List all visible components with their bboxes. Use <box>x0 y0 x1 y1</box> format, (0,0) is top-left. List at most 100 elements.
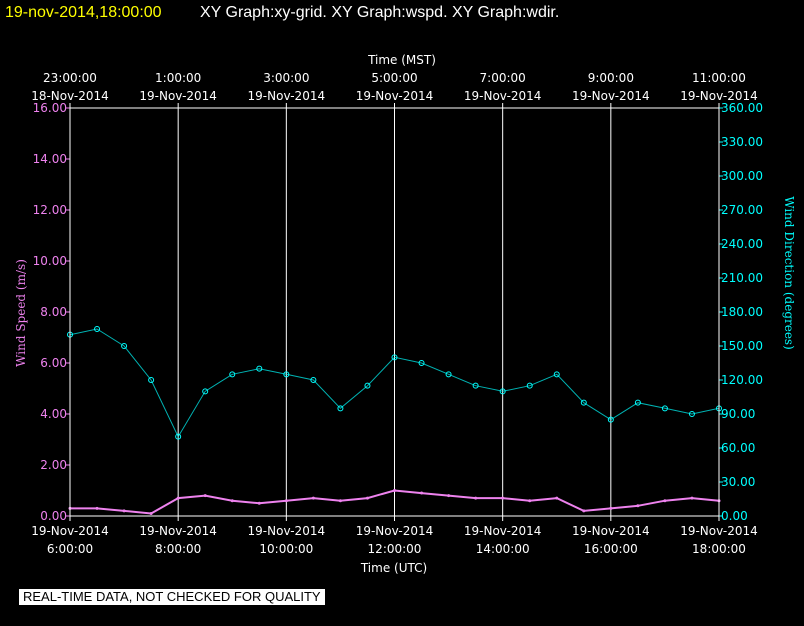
wind-direction-point <box>175 433 182 440</box>
wind-direction-point <box>256 365 263 372</box>
left-axis-title: Wind Speed (m/s) <box>14 259 28 367</box>
wind-speed-point <box>95 506 99 510</box>
top-tick-date: 19-Nov-2014 <box>572 89 650 103</box>
left-tick-label: 6.00 <box>40 356 67 370</box>
bottom-tick-date: 19-Nov-2014 <box>31 524 109 538</box>
wind-speed-point <box>122 509 126 513</box>
wind-direction-point <box>580 399 587 406</box>
wind-speed-point <box>230 499 234 503</box>
wind-speed-point <box>284 499 288 503</box>
wind-speed-point <box>365 496 369 500</box>
wind-speed-point <box>609 506 613 510</box>
wind-speed-point <box>501 496 505 500</box>
wind-direction-point <box>472 382 479 389</box>
top-tick-time: 11:00:00 <box>692 71 746 85</box>
wind-speed-point <box>663 499 667 503</box>
wind-direction-point <box>607 416 614 423</box>
wind-direction-point <box>526 382 533 389</box>
top-tick-time: 1:00:00 <box>155 71 201 85</box>
bottom-tick-time: 6:00:00 <box>47 542 93 556</box>
plot-frame <box>69 107 720 517</box>
wind-speed-point <box>203 494 207 498</box>
top-axis-title: Time (MST) <box>367 53 436 67</box>
bottom-tick-time: 16:00:00 <box>584 542 638 556</box>
left-tick-label: 16.00 <box>33 101 67 115</box>
wind-speed-point <box>636 504 640 508</box>
top-tick-date: 18-Nov-2014 <box>31 89 109 103</box>
data-quality-notice: REAL-TIME DATA, NOT CHECKED FOR QUALITY <box>19 589 325 605</box>
top-tick-time: 9:00:00 <box>588 71 634 85</box>
wind-direction-point <box>283 371 290 378</box>
left-tick-label: 10.00 <box>33 254 67 268</box>
axis-ticks: 19-Nov-2014 6:00:00 19-Nov-2014 8:00:00 19-N… <box>31 71 763 556</box>
left-tick-label: 12.00 <box>33 203 67 217</box>
top-tick-time: 5:00:00 <box>371 71 417 85</box>
wind-direction-point <box>445 371 452 378</box>
bottom-tick-time: 18:00:00 <box>692 542 746 556</box>
wind-direction-point <box>310 377 317 383</box>
right-tick-label: 330.00 <box>721 135 763 149</box>
left-tick-label: 0.00 <box>40 509 67 523</box>
wind-speed-point <box>176 496 180 500</box>
wind-speed-point <box>149 511 153 515</box>
bottom-tick-time: 10:00:00 <box>259 542 313 556</box>
wind-direction-point <box>553 371 560 378</box>
right-tick-label: 240.00 <box>721 237 763 251</box>
right-tick-label: 0.00 <box>721 509 748 523</box>
top-tick-date: 19-Nov-2014 <box>464 89 542 103</box>
wind-direction-point <box>202 388 209 395</box>
header-datetime: 19-nov-2014,18:00:00 <box>5 4 162 21</box>
bottom-tick-time: 14:00:00 <box>476 542 530 556</box>
right-tick-label: 180.00 <box>721 305 763 319</box>
header-graph-list: XY Graph:xy-grid. XY Graph:wspd. XY Grap… <box>200 4 559 21</box>
wind-speed-point <box>528 499 532 503</box>
left-tick-label: 8.00 <box>40 305 67 319</box>
right-tick-label: 300.00 <box>721 169 763 183</box>
right-tick-label: 360.00 <box>721 101 763 115</box>
wind-speed-point <box>420 491 424 495</box>
wind-direction-point <box>634 399 641 406</box>
bottom-tick-time: 12:00:00 <box>368 542 422 556</box>
top-tick-date: 19-Nov-2014 <box>356 89 434 103</box>
wind-direction-point <box>337 405 344 412</box>
wind-direction-point <box>148 377 155 383</box>
wind-speed-point <box>311 496 315 500</box>
wind-speed-point <box>257 501 261 505</box>
right-tick-label: 90.00 <box>721 407 755 421</box>
top-tick-time: 3:00:00 <box>263 71 309 85</box>
wind-speed-point <box>393 489 396 492</box>
top-tick-date: 19-Nov-2014 <box>248 89 326 103</box>
left-tick-label: 14.00 <box>33 152 67 166</box>
bottom-tick-date: 19-Nov-2014 <box>572 524 650 538</box>
wind-speed-series <box>68 489 721 515</box>
top-tick-time: 23:00:00 <box>43 71 97 85</box>
wind-direction-point <box>688 411 695 417</box>
wind-direction-point <box>391 354 398 361</box>
wind-speed-point <box>447 494 451 498</box>
bottom-tick-time: 8:00:00 <box>155 542 201 556</box>
left-tick-label: 4.00 <box>40 407 67 421</box>
wind-speed-point <box>582 509 586 513</box>
top-tick-date: 19-Nov-2014 <box>139 89 217 103</box>
right-tick-label: 150.00 <box>721 339 763 353</box>
wind-speed-point <box>555 496 559 500</box>
wind-direction-point <box>94 326 101 332</box>
bottom-tick-date: 19-Nov-2014 <box>680 524 758 538</box>
wind-direction-point <box>121 343 128 349</box>
top-tick-time: 7:00:00 <box>480 71 526 85</box>
bottom-tick-date: 19-Nov-2014 <box>139 524 217 538</box>
bottom-tick-date: 19-Nov-2014 <box>464 524 542 538</box>
wind-direction-point <box>661 405 668 412</box>
wind-speed-point <box>338 499 342 503</box>
plot-grid <box>69 108 720 516</box>
right-axis-title: Wind Direction (degrees) <box>782 196 796 350</box>
top-tick-date: 19-Nov-2014 <box>680 89 758 103</box>
right-tick-label: 30.00 <box>721 475 755 489</box>
bottom-axis-title: Time (UTC) <box>360 561 427 575</box>
right-tick-label: 120.00 <box>721 373 763 387</box>
right-tick-label: 210.00 <box>721 271 763 285</box>
wind-speed-point <box>474 496 478 500</box>
wind-direction-point <box>499 388 506 395</box>
right-tick-label: 60.00 <box>721 441 755 455</box>
